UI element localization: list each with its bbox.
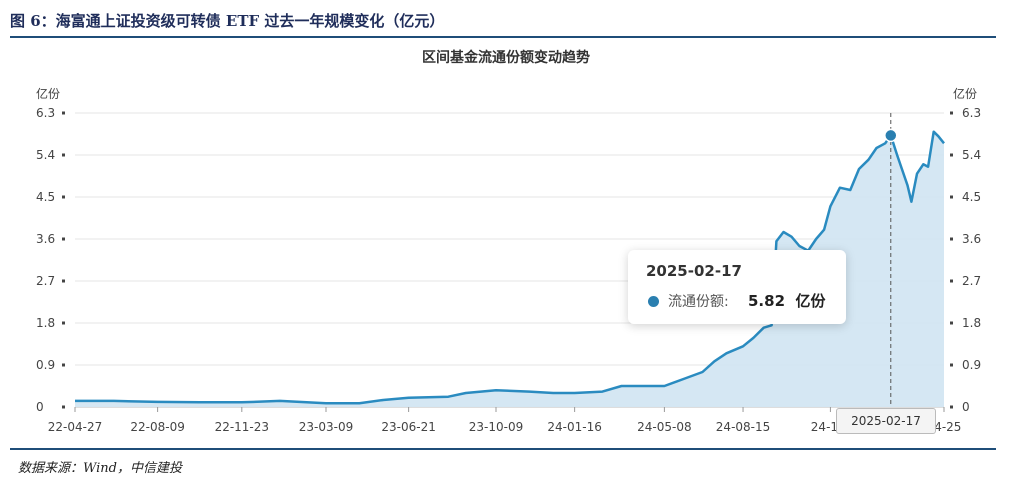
bottom-rule	[10, 448, 996, 450]
y-tick-mark-left	[62, 237, 65, 241]
figure-title: 图 6：海富通上证投资级可转债 ETF 过去一年规模变化（亿元）	[10, 12, 445, 30]
series-area	[75, 131, 944, 407]
y-tick-mark-left	[62, 111, 65, 115]
x-axis-ticks: 22-04-27 22-08-09 22-11-23 23-03-09 23-06-21…	[48, 407, 961, 434]
y-tick-mark-left	[62, 321, 65, 325]
y-tick-label-right: 0	[962, 400, 970, 414]
series-line	[75, 130, 945, 405]
data-tooltip: 2025-02-17 流通份额: 5.82 亿份	[628, 250, 846, 324]
x-tick-label: 22-04-27	[48, 420, 102, 434]
y-tick-label-left: 3.6	[36, 232, 55, 246]
y-tick-label-right: 0.9	[962, 358, 981, 372]
y-tick-label-right: 6.3	[962, 106, 981, 120]
y-tick-label-left: 0.9	[36, 358, 55, 372]
y-tick-mark-right	[950, 237, 953, 241]
y-tick-mark-right	[950, 279, 953, 283]
y-tick-label-right: 2.7	[962, 274, 981, 288]
series-marker-icon	[648, 296, 659, 307]
y-tick-label-right: 1.8	[962, 316, 981, 330]
y-tick-mark-right	[950, 321, 953, 325]
x-tick-label: 23-10-09	[469, 420, 523, 434]
x-tick-label: 23-03-09	[299, 420, 353, 434]
y-tick-label-left: 0	[36, 400, 44, 414]
tooltip-unit: 亿份	[795, 292, 826, 310]
tooltip-date: 2025-02-17	[646, 262, 742, 280]
y-tick-label-right: 4.5	[962, 190, 981, 204]
y-axis-left-unit: 亿份	[36, 86, 60, 101]
y-tick-label-right: 3.6	[962, 232, 981, 246]
x-tick-label: 22-11-23	[215, 420, 269, 434]
source-note: 数据来源：Wind，中信建投	[18, 461, 182, 476]
y-tick-mark-right	[950, 153, 953, 157]
chart-title: 区间基金流通份额变动趋势	[422, 49, 590, 66]
x-tick-label: 24-05-08	[637, 420, 691, 434]
plot-area	[75, 130, 945, 407]
x-tick-label: 24-01-16	[547, 420, 601, 434]
y-tick-label-left: 2.7	[36, 274, 55, 288]
x-tick-label: 24-08-15	[716, 420, 770, 434]
y-axis-right-unit: 亿份	[953, 86, 977, 101]
x-tick-label: 22-08-09	[130, 420, 184, 434]
y-tick-mark-left	[62, 279, 65, 283]
y-tick-mark-right	[950, 111, 953, 115]
y-tick-mark-left	[62, 405, 65, 409]
y-axis-ticks: 0 0 0.9 0.9 1.8 1.8 2.7 2.7 3.6 3.6 4.5 4.5 5.4 5.4 6.…	[36, 106, 981, 414]
highlight-point	[884, 128, 898, 143]
crosshair-date-label: 2025-02-17	[836, 408, 936, 434]
crosshair	[884, 113, 898, 407]
y-tick-label-left: 4.5	[36, 190, 55, 204]
y-tick-label-left: 1.8	[36, 316, 55, 330]
y-tick-mark-right	[950, 363, 953, 367]
tooltip-value: 5.82 亿份	[748, 290, 825, 311]
y-tick-label-left: 5.4	[36, 148, 55, 162]
tooltip-number: 5.82	[748, 292, 786, 310]
y-tick-label-right: 5.4	[962, 148, 981, 162]
y-tick-mark-left	[62, 363, 65, 367]
tooltip-series-label: 流通份额:	[668, 294, 729, 310]
x-tick-label: 23-06-21	[381, 420, 435, 434]
top-rule	[10, 36, 996, 38]
y-tick-mark-left	[62, 195, 65, 199]
y-tick-mark-left	[62, 153, 65, 157]
y-tick-label-left: 6.3	[36, 106, 55, 120]
y-tick-mark-right	[950, 405, 953, 409]
y-tick-mark-right	[950, 195, 953, 199]
